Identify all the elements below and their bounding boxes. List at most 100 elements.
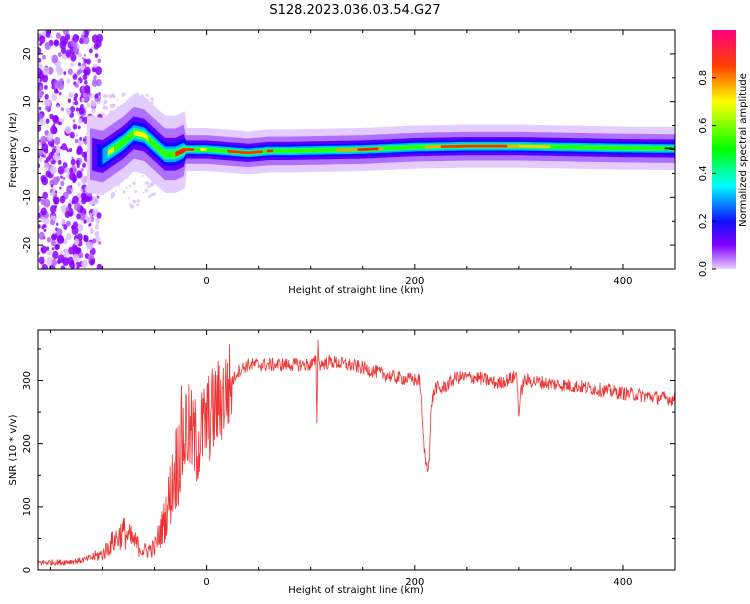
spectrogram-ridge-band [112, 129, 675, 158]
spectrogram-x-tick-label: 0 [203, 276, 209, 287]
spectrogram-noise-blob [96, 212, 102, 219]
colorbar-tick-label: 0.8 [698, 70, 709, 86]
spectrogram-noise-blob [66, 220, 71, 227]
spectrogram-noise-blob [65, 125, 72, 134]
spectrogram-noise-blob [45, 170, 52, 178]
spectrogram-noise-blob [70, 188, 74, 192]
spectrogram-noise-blob [94, 223, 100, 230]
spectrogram-noise-blob [82, 74, 88, 81]
spectrogram-noise-blob [50, 55, 53, 59]
spectrogram-noise-blob [54, 243, 60, 251]
spectrogram-y-tick-label: -20 [22, 237, 33, 253]
spectrogram-noise-blob [46, 257, 53, 266]
spectrogram-ridge-core [175, 148, 195, 157]
spectrogram-ridge-core [518, 144, 551, 149]
spectrogram-noise-blob [89, 212, 93, 217]
spectrogram-noise-blob [80, 188, 83, 192]
spectrogram-noise-blob [50, 184, 54, 188]
spectrogram-noise-blob [79, 212, 86, 221]
spectrogram-noise-blob [74, 138, 79, 144]
spectrogram-noise-blob [58, 121, 62, 126]
spectrogram-noise-blob [62, 30, 70, 35]
spectrogram-noise-blob [76, 44, 80, 49]
spectrogram-ridge-core [133, 130, 149, 142]
spectrogram-noise-blob [50, 143, 55, 148]
spectrogram-noise-blob [60, 204, 68, 214]
spectrogram-noise-blob [77, 62, 81, 67]
spectrogram-ridge-core [200, 148, 207, 151]
spectrogram-noise-blob [38, 231, 45, 240]
spectrogram-noise-blob [83, 236, 88, 242]
spectrogram-noise-blob [49, 188, 53, 193]
spectrogram-noise-blob [39, 78, 43, 83]
spectrogram-noise-blob [52, 127, 58, 134]
colorbar-label: Normalized spectral amplitude [738, 73, 749, 227]
spectrogram-noise-blob [56, 222, 59, 226]
spectrogram-noise-blob [60, 47, 67, 54]
spectrogram-noise-blob [46, 99, 52, 107]
spectrogram-noise-blob [49, 165, 57, 175]
spectrogram-noise-blob [91, 66, 97, 73]
spectrogram-noise-blob [72, 119, 76, 123]
spectrogram-noise-blob [66, 78, 71, 84]
snr-x-label: Height of straight line (km) [288, 585, 424, 596]
spectrogram-noise-blob [67, 98, 72, 103]
spectrogram-noise-blob [68, 92, 74, 99]
spectrogram-noise-blob [51, 258, 58, 266]
spectrogram-noise-blob [63, 38, 69, 45]
spectrogram-noise-blob [49, 34, 53, 39]
spectrogram-noise-blob [40, 217, 45, 223]
snr-y-tick-label: 200 [22, 434, 33, 453]
spectrogram-noise-blob [127, 197, 130, 200]
spectrogram-noise-blob [72, 211, 76, 216]
spectrogram-noise-blob [88, 48, 93, 54]
spectrogram-noise-blob [55, 89, 59, 94]
spectrogram-noise-blob [150, 192, 154, 197]
colorbar-tick-label: 0.2 [698, 213, 709, 229]
spectrogram-noise-blob [53, 196, 60, 205]
spectrogram-noise-blob [150, 97, 154, 101]
spectrogram-noise-blob [79, 137, 83, 141]
spectrogram-noise-blob [38, 98, 41, 102]
spectrogram-noise-blob [145, 181, 150, 186]
spectrogram-noise-blob [57, 166, 65, 175]
spectrogram-noise-blob [65, 107, 70, 113]
spectrogram-noise-blob [107, 95, 110, 98]
spectrogram-noise-blob [43, 228, 47, 233]
spectrogram-noise-blob [49, 179, 55, 187]
spectrogram-noise-blob [83, 138, 86, 142]
spectrogram-noise-blob [95, 217, 100, 224]
spectrogram-noise-blob [82, 56, 85, 60]
spectrogram-noise-blob [38, 256, 45, 265]
spectrogram-noise-blob [38, 224, 41, 229]
snr-panel: 0 200 400 0 100 200 300 Height of straight lin… [8, 329, 676, 596]
spectrogram-ridge-core [227, 149, 263, 155]
spectrogram-noise-blob [75, 159, 80, 165]
spectrogram-noise-blob [50, 239, 56, 247]
spectrogram-noise-blob [41, 142, 49, 152]
spectrogram-noise-blob [40, 245, 47, 254]
spectrogram-noise-blob [59, 195, 66, 204]
spectrogram-noise-blob [63, 71, 67, 75]
spectrogram-noise-blob [52, 115, 60, 124]
snr-y-tick-label: 100 [22, 497, 33, 516]
spectrogram-noise-blob [76, 163, 80, 168]
spectrogram-noise-blob [84, 84, 91, 93]
spectrogram-noise-blob [70, 158, 76, 166]
spectrogram-noise-blob [94, 230, 100, 238]
spectrogram-noise-blob [91, 196, 99, 205]
spectrogram-noise-blob [51, 247, 55, 251]
spectrogram-noise-blob [82, 162, 86, 168]
snr-ticks: 0 200 400 0 100 200 300 [22, 330, 676, 588]
spectrogram-noise-blob [74, 100, 79, 106]
spectrogram-noise-blob [67, 68, 73, 75]
spectrogram-noise-blob [90, 258, 95, 265]
spectrogram-noise-blob [44, 41, 51, 50]
spectrogram-noise-blob [77, 125, 81, 130]
spectrogram-x-tick-label: 400 [613, 276, 632, 287]
spectrogram-noise-blob [50, 215, 54, 220]
spectrogram-noise-blob [63, 224, 68, 230]
spectrogram-noise-blob [129, 204, 135, 209]
